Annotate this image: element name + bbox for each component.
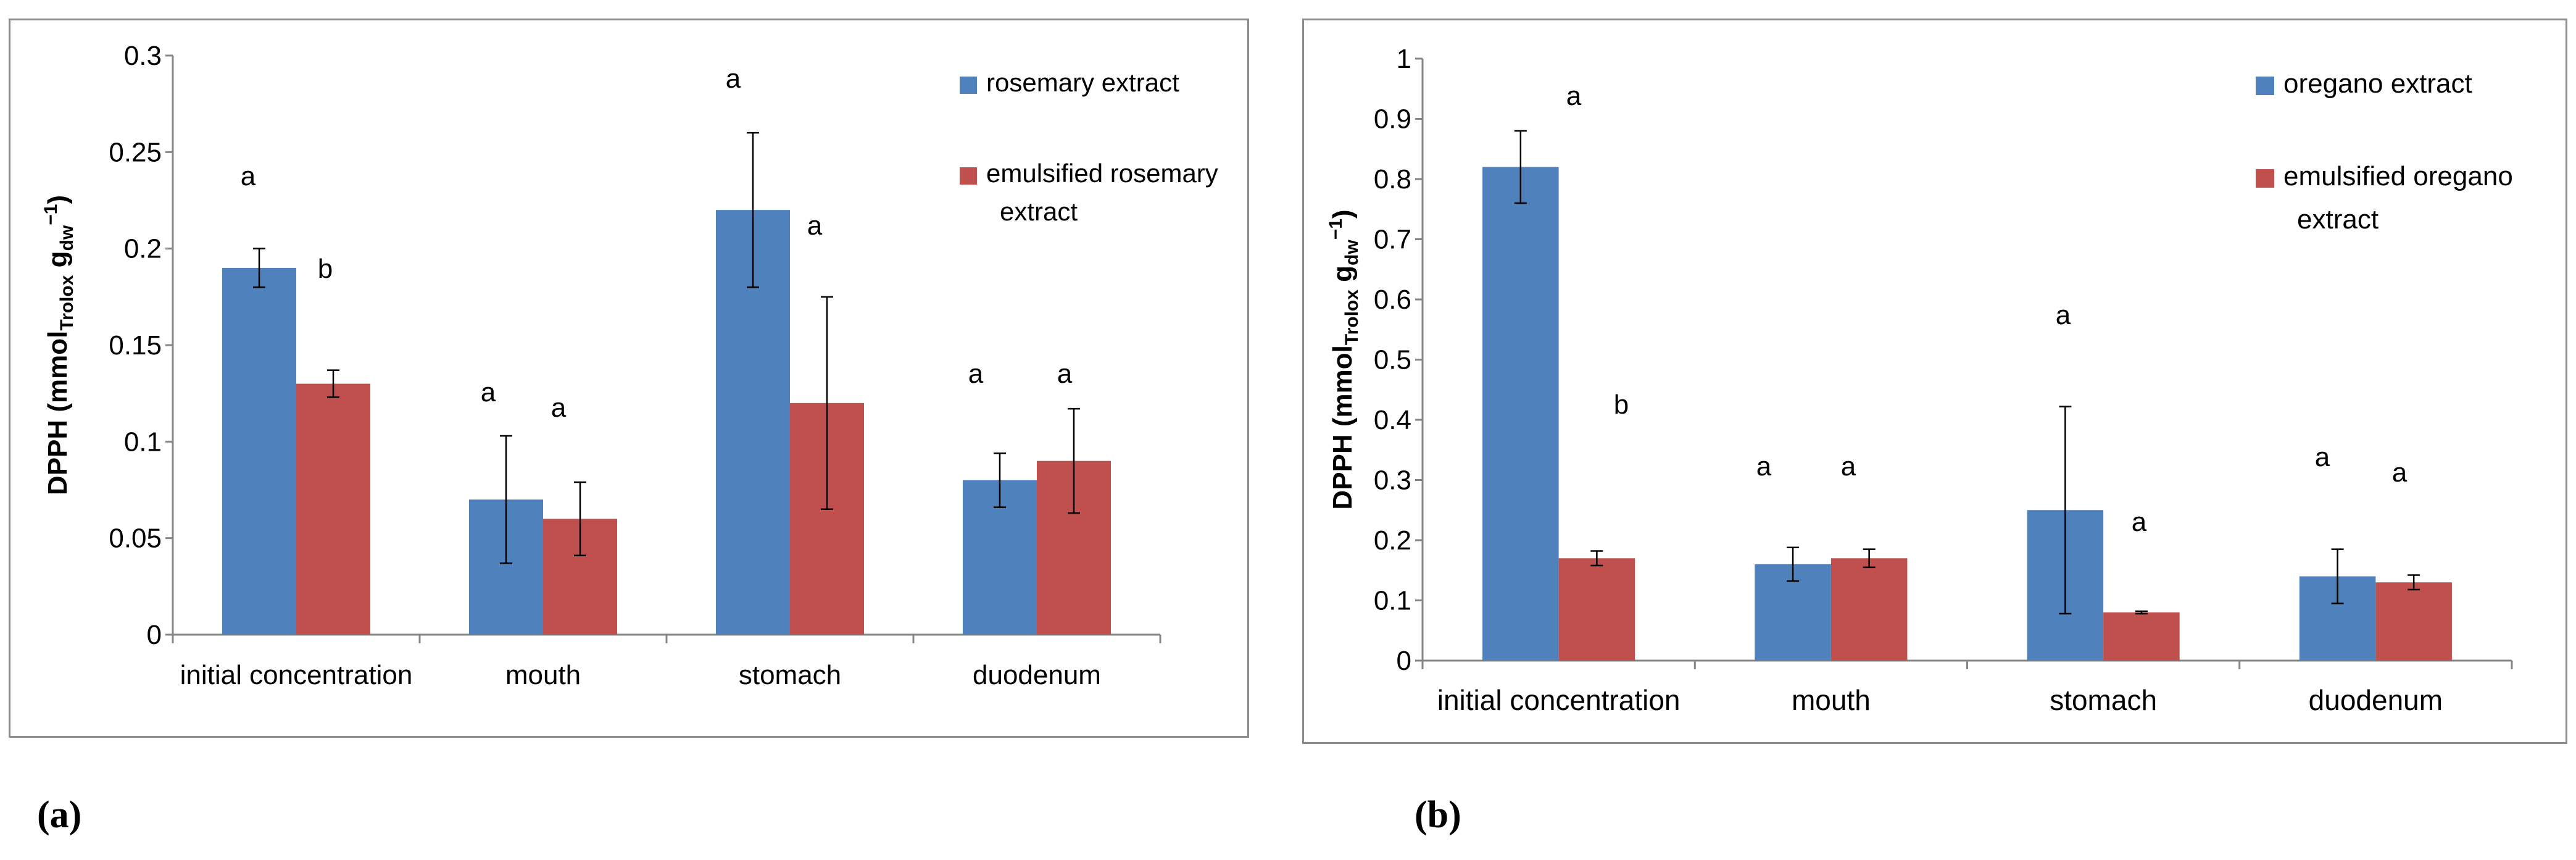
legend-swatch-b xyxy=(2256,169,2274,188)
significance-letter-b: a xyxy=(2056,300,2071,330)
y-axis-label-part-b: DPPH xyxy=(1327,427,1358,509)
legend-swatch-b xyxy=(2256,77,2274,95)
significance-letter-a: a xyxy=(241,161,256,191)
y-tick-label-b: 1 xyxy=(1397,44,1411,74)
y-tick-label-b: 0.5 xyxy=(1374,345,1411,375)
y-tick-label-a: 0.1 xyxy=(124,427,162,457)
y-tick-label-b: 0.3 xyxy=(1374,465,1411,496)
y-axis-label-part-b: (mmol xyxy=(1327,345,1358,427)
y-axis-label-part-a: ) xyxy=(43,195,73,204)
y-axis-label-a: DPPH (mmolTrolox gdw−1) xyxy=(41,195,77,495)
x-category-label-a: mouth xyxy=(505,660,581,690)
y-tick-label-a: 0.05 xyxy=(109,524,162,554)
significance-letter-a: b xyxy=(318,254,333,284)
y-tick-label-a: 0.25 xyxy=(109,137,162,167)
bar-a xyxy=(222,267,296,635)
y-tick-label-b: 0.7 xyxy=(1374,225,1411,255)
y-axis-label-b: DPPH (mmolTrolox gdw−1) xyxy=(1326,209,1362,509)
significance-letter-a: a xyxy=(968,359,984,389)
significance-letter-a: a xyxy=(551,393,567,423)
y-axis-label-part-a: DPPH xyxy=(43,412,73,495)
panel-label-a: (a) xyxy=(37,794,82,836)
x-category-label-b: duodenum xyxy=(2309,684,2443,716)
legend-label-a: emulsified rosemary xyxy=(986,159,1218,188)
x-category-label-b: stomach xyxy=(2050,684,2157,716)
y-tick-label-b: 0.8 xyxy=(1374,164,1411,194)
y-axis-label-part-a: (mmol xyxy=(43,331,73,412)
y-axis-label-part-a: −1 xyxy=(41,204,61,225)
bar-b xyxy=(1558,558,1635,661)
panel-label-b: (b) xyxy=(1415,794,1461,836)
significance-letter-b: b xyxy=(1614,390,1629,420)
x-category-label-b: initial concentration xyxy=(1437,684,1681,716)
legend-swatch-a xyxy=(960,167,977,185)
y-tick-label-b: 0.6 xyxy=(1374,285,1411,315)
x-category-label-a: stomach xyxy=(739,660,841,690)
y-tick-label-b: 0 xyxy=(1397,646,1411,676)
legend-swatch-a xyxy=(960,77,977,94)
significance-letter-b: a xyxy=(1756,451,1772,482)
significance-letter-b: a xyxy=(2132,507,2147,537)
legend-label-b: oregano extract xyxy=(2283,69,2472,99)
legend-label-a: extract xyxy=(1000,197,1078,226)
significance-letter-a: a xyxy=(1057,359,1073,389)
significance-letter-a: a xyxy=(807,211,823,241)
y-axis-label-part-b: g xyxy=(1327,265,1358,290)
y-tick-label-b: 0.4 xyxy=(1374,405,1411,435)
y-tick-label-b: 0.2 xyxy=(1374,525,1411,556)
significance-letter-b: a xyxy=(1841,451,1856,482)
significance-letter-b: a xyxy=(1566,81,1582,111)
bar-a xyxy=(296,383,370,635)
x-category-label-a: initial concentration xyxy=(180,660,413,690)
y-axis-label-part-a: dw xyxy=(57,225,77,251)
legend-label-b: extract xyxy=(2297,204,2379,235)
y-axis-label-part-b: dw xyxy=(1342,240,1362,265)
bar-b xyxy=(2103,612,2180,661)
y-axis-label-part-a: Trolox xyxy=(57,275,77,330)
y-axis-label-part-b: −1 xyxy=(1326,219,1346,240)
y-tick-label-a: 0.3 xyxy=(124,41,162,71)
y-tick-label-a: 0 xyxy=(147,620,162,650)
y-tick-label-b: 0.1 xyxy=(1374,586,1411,616)
y-tick-label-a: 0.2 xyxy=(124,234,162,264)
bar-b xyxy=(1830,558,1908,661)
y-tick-label-b: 0.9 xyxy=(1374,104,1411,135)
y-axis-label-part-b: ) xyxy=(1327,209,1358,219)
legend-label-b: emulsified oregano xyxy=(2283,161,2513,191)
bar-b xyxy=(1482,167,1559,661)
significance-letter-b: a xyxy=(2315,442,2330,472)
significance-letter-a: a xyxy=(726,64,741,94)
x-category-label-a: duodenum xyxy=(973,660,1101,690)
y-tick-label-a: 0.15 xyxy=(109,330,162,361)
y-axis-label-part-b: Trolox xyxy=(1342,290,1362,345)
significance-letter-a: a xyxy=(481,377,496,407)
bar-b xyxy=(2375,582,2452,661)
y-axis-label-part-a: g xyxy=(43,251,73,275)
legend-label-a: rosemary extract xyxy=(986,68,1179,97)
significance-letter-b: a xyxy=(2392,457,2408,488)
x-category-label-b: mouth xyxy=(1792,684,1871,716)
